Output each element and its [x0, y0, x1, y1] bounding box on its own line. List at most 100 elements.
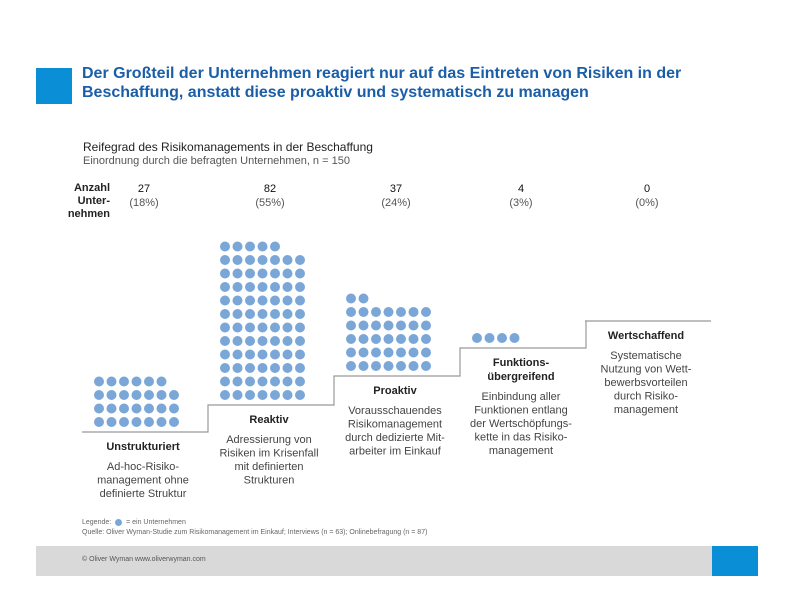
company-dot	[245, 336, 255, 346]
company-dot	[257, 282, 268, 292]
company-dot	[270, 268, 280, 279]
company-dot	[257, 255, 268, 265]
company-dot	[295, 295, 305, 306]
company-dot	[383, 320, 394, 331]
category-description-line: arbeiter im Einkauf	[349, 446, 442, 458]
company-dot	[421, 361, 431, 371]
company-dot	[232, 241, 243, 252]
company-dot	[220, 390, 230, 400]
company-dot	[270, 376, 280, 387]
company-dot	[396, 307, 406, 317]
company-dot	[295, 390, 305, 400]
company-dot	[257, 363, 268, 373]
company-dot	[94, 376, 104, 387]
footer-bar	[36, 546, 758, 576]
company-dot	[484, 333, 495, 343]
count-label: 4	[517, 183, 525, 195]
company-dot	[119, 403, 129, 414]
company-dot	[346, 361, 356, 371]
company-dot	[106, 376, 117, 387]
category-description-line: definierte Struktur	[100, 488, 187, 500]
company-dot	[358, 347, 369, 358]
company-dot	[232, 309, 243, 319]
footer-accent-block	[712, 546, 758, 576]
footer-text: © Oliver Wyman www.oliverwyman.com	[82, 556, 206, 563]
company-dot	[282, 336, 293, 346]
company-dot	[119, 417, 129, 427]
company-dot	[371, 320, 381, 331]
company-dot	[358, 293, 369, 304]
company-dot	[220, 282, 230, 292]
company-dot	[295, 336, 305, 346]
company-dot	[144, 390, 154, 400]
legend-suffix: = ein Unternehmen	[126, 519, 186, 526]
category-description-line: kette in das Risiko-	[475, 432, 568, 444]
percent-label: (3%)	[509, 197, 533, 209]
company-dot	[396, 361, 406, 371]
company-dot	[295, 309, 305, 319]
company-dot	[245, 295, 255, 306]
row-header-line-1: Anzahl	[73, 182, 110, 194]
legend-prefix: Legende:	[82, 519, 112, 526]
category-label: Funktions-	[493, 357, 550, 369]
company-dot	[371, 334, 381, 344]
company-dot	[220, 336, 230, 346]
category-description-line: durch dedizierte Mit-	[345, 432, 445, 444]
company-dot	[270, 336, 280, 346]
category-description-line: management	[614, 404, 678, 416]
company-dot	[421, 320, 431, 331]
company-dot	[131, 403, 142, 414]
count-label: 27	[137, 183, 151, 195]
company-dot	[509, 333, 520, 343]
percent-label: (18%)	[129, 197, 159, 209]
company-dot	[232, 282, 243, 292]
company-dot	[383, 307, 394, 317]
company-dot	[408, 347, 419, 358]
company-dot	[383, 347, 394, 358]
legend-dot-icon	[115, 518, 123, 526]
company-dot	[270, 363, 280, 373]
company-dot	[257, 309, 268, 319]
category-description-line: bewerbsvorteilen	[604, 377, 687, 389]
company-dot	[131, 376, 142, 387]
company-dot	[245, 241, 255, 252]
company-dot	[245, 376, 255, 387]
company-dot	[358, 320, 369, 331]
company-dot	[408, 334, 419, 344]
category-description-line: Ad-hoc-Risiko-	[107, 461, 179, 473]
company-dot	[169, 403, 179, 414]
category-description-line: management ohne	[97, 475, 189, 487]
company-dot	[245, 363, 255, 373]
category-description-line: Risikomanagement	[348, 419, 442, 431]
count-label: 82	[263, 183, 277, 195]
company-dot	[245, 349, 255, 360]
company-dot	[270, 295, 280, 306]
company-dot	[270, 309, 280, 319]
company-dot	[295, 282, 305, 292]
company-dot	[220, 349, 230, 360]
company-dot	[257, 295, 268, 306]
count-label: 37	[389, 183, 403, 195]
company-dot	[220, 295, 230, 306]
company-dot	[295, 376, 305, 387]
category-description-line: durch Risiko-	[614, 391, 679, 403]
company-dot	[245, 282, 255, 292]
company-dot	[245, 309, 255, 319]
category-label: Proaktiv	[373, 385, 417, 397]
company-dot	[282, 282, 293, 292]
company-dot	[119, 376, 129, 387]
row-header-anzahl: Anzahl Unter- nehmen	[40, 182, 110, 221]
category-description-line: Einbindung aller	[482, 391, 561, 403]
company-dot	[156, 376, 167, 387]
company-dot	[232, 336, 243, 346]
company-dot	[245, 255, 255, 265]
company-dot	[358, 334, 369, 344]
col-head-proaktiv: 37 (24%)	[351, 182, 441, 210]
company-dot	[358, 307, 369, 317]
title-line-1: Der Großteil der Unternehmen reagiert nu…	[82, 65, 682, 82]
col-head-reaktiv: 82 (55%)	[225, 182, 315, 210]
category-label: übergreifend	[487, 371, 554, 383]
company-dot	[156, 403, 167, 414]
company-dot	[220, 255, 230, 265]
company-dot	[421, 307, 431, 317]
